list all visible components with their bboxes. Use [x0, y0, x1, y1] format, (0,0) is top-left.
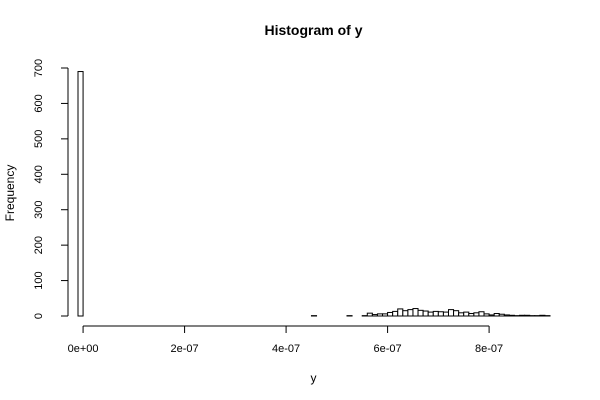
- histogram-bar: [437, 311, 444, 317]
- y-tick-label: 400: [33, 165, 45, 183]
- histogram-bar: [508, 314, 515, 317]
- histogram-bar: [442, 311, 449, 317]
- x-axis-label: y: [311, 371, 317, 385]
- y-axis-label: Frequency: [3, 165, 17, 222]
- chart-title: Histogram of y: [264, 22, 362, 38]
- histogram-bar: [417, 309, 424, 317]
- histogram-bar: [412, 308, 419, 317]
- histogram-bar: [483, 313, 490, 317]
- histogram-bar: [493, 313, 500, 317]
- x-tick-label: 8e-07: [475, 343, 503, 355]
- y-tick-label: 100: [33, 271, 45, 289]
- histogram-bar: [488, 314, 495, 317]
- histogram-bar: [519, 314, 526, 317]
- histogram-bar: [498, 313, 505, 317]
- histogram-bar: [503, 314, 510, 317]
- histogram-bar: [458, 312, 465, 317]
- histogram-bar: [387, 311, 394, 317]
- histogram-bar: [366, 312, 373, 317]
- histogram-bar: [376, 313, 384, 317]
- histogram-bar: [407, 309, 414, 317]
- histogram-bar: [77, 71, 84, 317]
- y-tick-label: 700: [33, 59, 45, 77]
- histogram-bar: [382, 313, 389, 317]
- y-tick-label: 500: [33, 130, 45, 148]
- histogram-bar: [468, 313, 475, 317]
- histogram-bar: [473, 312, 480, 317]
- histogram-bar: [539, 314, 546, 317]
- y-tick-label: 600: [33, 94, 45, 112]
- histogram-bar: [371, 314, 378, 317]
- histogram-bar: [427, 311, 434, 317]
- x-axis: 0e+00 2e-07 4e-07 6e-07 8e-07: [68, 325, 503, 355]
- histogram-bar: [397, 308, 404, 317]
- x-tick-label: 0e+00: [68, 343, 99, 355]
- histogram-bar: [422, 310, 429, 317]
- histogram-bar: [453, 310, 460, 317]
- x-tick-label: 6e-07: [374, 343, 402, 355]
- histogram-bar: [463, 311, 470, 317]
- x-tick-label: 2e-07: [171, 343, 199, 355]
- y-tick-label: 300: [33, 201, 45, 219]
- histogram-bar: [402, 310, 409, 317]
- y-axis: 0 100 200 300 400 500 600 700: [33, 59, 69, 319]
- histogram-bar: [524, 314, 531, 317]
- histogram-bar: [447, 309, 455, 317]
- histogram-bar: [432, 310, 439, 317]
- y-tick-label: 200: [33, 236, 45, 254]
- x-tick-label: 4e-07: [272, 343, 300, 355]
- histogram-bars: [77, 71, 551, 317]
- histogram-bar: [478, 311, 485, 317]
- histogram-bar: [392, 310, 399, 317]
- y-tick-label: 0: [33, 313, 45, 319]
